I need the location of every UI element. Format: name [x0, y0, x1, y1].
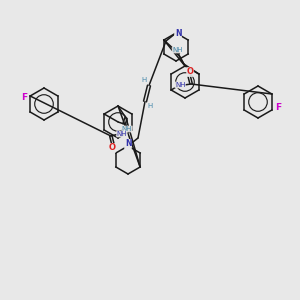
Text: O: O — [108, 143, 116, 152]
Text: NH: NH — [172, 47, 183, 53]
Text: H: H — [141, 77, 147, 83]
Text: N: N — [125, 140, 131, 148]
Text: N: N — [125, 140, 131, 148]
Text: NH: NH — [122, 126, 132, 132]
Text: NH: NH — [175, 82, 185, 88]
Text: N: N — [175, 29, 181, 38]
Text: O: O — [187, 68, 194, 76]
Text: NH: NH — [117, 131, 127, 137]
Text: H: H — [147, 103, 153, 109]
Text: N: N — [175, 29, 181, 38]
Text: F: F — [21, 94, 27, 103]
Text: F: F — [275, 103, 281, 112]
